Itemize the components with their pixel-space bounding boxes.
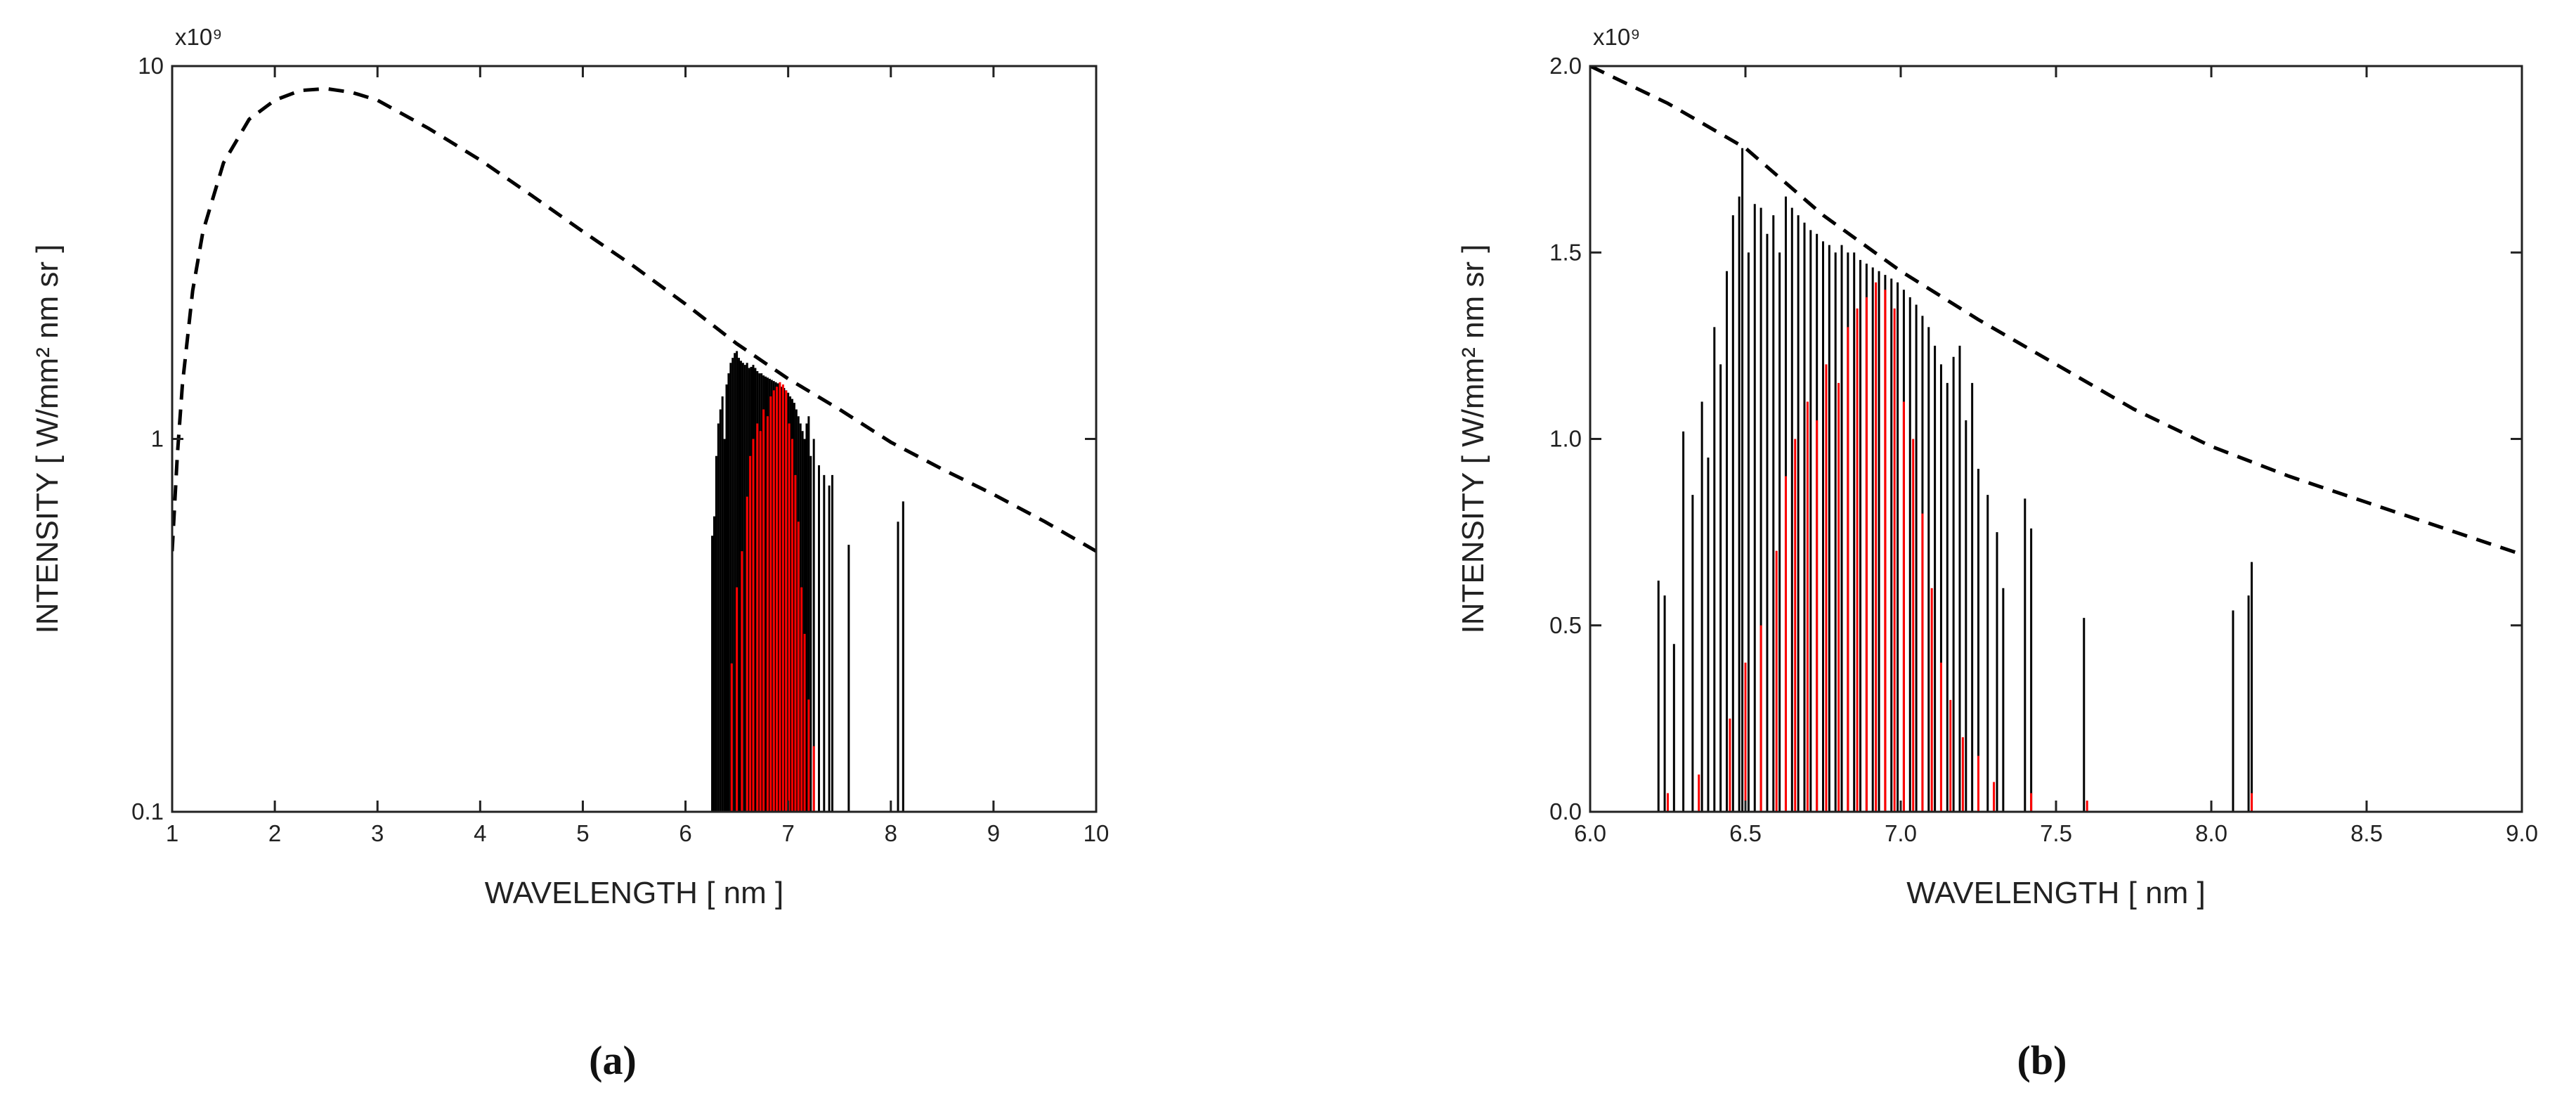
y-tick-label: 1.5 [1549, 239, 1582, 265]
y-axis-label: INTENSITY [ W/mm² nm sr ] [30, 244, 65, 633]
x-tick-label: 6 [679, 820, 691, 846]
caption: (b) [2017, 1037, 2067, 1083]
x-tick-label: 4 [474, 820, 486, 846]
x-tick-label: 9.0 [2506, 820, 2538, 846]
plot-area [1590, 66, 2522, 812]
dashed-curve [172, 86, 1096, 553]
plot-frame [1589, 65, 2523, 813]
dashed-curve [1590, 66, 2522, 557]
x-tick-label: 7.0 [1885, 820, 1917, 846]
plot-frame [171, 65, 1098, 813]
x-tick-label: 3 [371, 820, 384, 846]
y-tick-label: 0.5 [1549, 612, 1582, 638]
x-tick-label: 8.0 [2195, 820, 2227, 846]
multiplier: x10⁹ [175, 24, 222, 50]
y-tick-label: 1 [151, 426, 164, 452]
x-tick-label: 6.5 [1729, 820, 1762, 846]
y-tick-label: 1.0 [1549, 426, 1582, 452]
x-tick-label: 8 [885, 820, 897, 846]
y-tick-label: 0.0 [1549, 798, 1582, 824]
x-tick-label: 1 [166, 820, 178, 846]
caption: (a) [589, 1037, 637, 1083]
chart: 6.0 6.5 7.0 7.5 8.0 8.5 9.0 0.0 0.5 1.0 1.5 2.0 x10⁹… [1456, 24, 2538, 1083]
y-tick-label: 0.1 [131, 798, 164, 824]
x-tick-label: 2 [268, 820, 281, 846]
x-tick-label: 10 [1084, 820, 1110, 846]
y-tick-label: 2.0 [1549, 53, 1582, 79]
x-axis-label: WAVELENGTH [ nm ] [1906, 876, 2205, 910]
y-axis-label: INTENSITY [ W/mm² nm sr ] [1456, 244, 1490, 633]
x-tick-label: 9 [987, 820, 1000, 846]
x-tick-label: 8.5 [2350, 820, 2383, 846]
x-tick-label: 7 [781, 820, 794, 846]
x-axis-label: WAVELENGTH [ nm ] [485, 876, 783, 910]
x-tick-label: 5 [576, 820, 589, 846]
x-tick-label: 7.5 [2040, 820, 2072, 846]
plot-area [172, 86, 1096, 812]
y-tick-label: 10 [138, 53, 164, 79]
multiplier: x10⁹ [1593, 24, 1640, 50]
x-tick-label: 6.0 [1574, 820, 1606, 846]
